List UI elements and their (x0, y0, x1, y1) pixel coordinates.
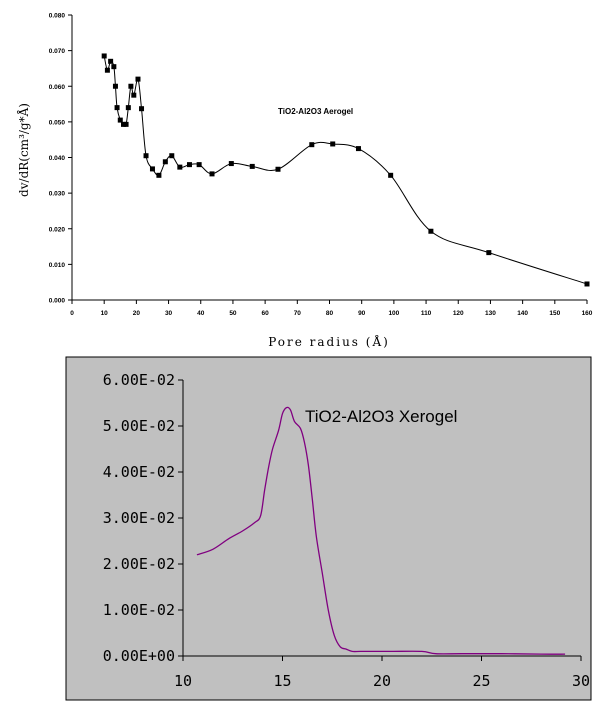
xerogel-series-line (196, 406, 566, 655)
aerogel-annotation: TiO2-Al2O3 Aerogel (278, 107, 353, 116)
aerogel-x-tick-label: 120 (453, 310, 464, 317)
xerogel-plot-area (183, 380, 581, 656)
aerogel-data-point (275, 166, 281, 172)
aerogel-data-point (486, 250, 492, 256)
aerogel-data-point (128, 83, 134, 89)
aerogel-points (101, 53, 590, 287)
aerogel-x-tick-label: 130 (485, 310, 496, 317)
aerogel-data-point (228, 161, 234, 167)
xerogel-y-tick-label: 6.00E-02 (103, 371, 175, 389)
aerogel-data-point (355, 146, 361, 152)
xerogel-x-tick-label: 20 (373, 672, 391, 690)
aerogel-series-line (103, 55, 588, 285)
xerogel-x-tick-label: 30 (572, 672, 590, 690)
aerogel-data-point (388, 172, 394, 178)
aerogel-x-tick-label: 80 (326, 310, 334, 317)
aerogel-data-point (196, 162, 202, 168)
aerogel-x-ticks: 0 10 20 30 40 50 60 70 80 90 100 110 120 130 140 150 160 (70, 300, 593, 317)
aerogel-data-point (108, 58, 114, 64)
aerogel-x-tick-label: 20 (133, 310, 141, 317)
aerogel-data-point (186, 162, 192, 168)
aerogel-x-tick-label: 10 (101, 310, 109, 317)
aerogel-data-point (309, 142, 315, 148)
aerogel-data-point (123, 121, 129, 127)
aerogel-chart: 0.000 0.010 0.020 0.030 0.040 0.050 0.060 0.070… (16, 13, 593, 350)
aerogel-x-tick-label: 100 (388, 310, 399, 317)
xerogel-y-tick-label: 4.00E-02 (103, 463, 175, 481)
aerogel-data-point (111, 64, 117, 70)
aerogel-x-tick-label: 140 (517, 310, 528, 317)
aerogel-data-point (156, 172, 162, 178)
aerogel-x-tick-label: 0 (70, 310, 74, 317)
aerogel-x-tick-label: 40 (197, 310, 205, 317)
aerogel-x-tick-label: 60 (262, 310, 270, 317)
aerogel-data-point (104, 67, 110, 73)
aerogel-data-point (131, 92, 137, 98)
aerogel-data-point (428, 228, 434, 234)
xerogel-y-tick-label: 5.00E-02 (103, 417, 175, 435)
aerogel-data-point (162, 159, 168, 165)
aerogel-y-ticks: 0.000 0.010 0.020 0.030 0.040 0.050 0.060 0.070… (49, 13, 72, 305)
xerogel-x-tick-label: 25 (472, 672, 490, 690)
xerogel-y-tick-label: 0.00E+00 (103, 647, 175, 665)
aerogel-data-point (101, 53, 107, 59)
xerogel-y-tick-label: 2.00E-02 (103, 555, 175, 573)
aerogel-y-tick-label: 0.070 (49, 48, 66, 55)
aerogel-data-point (209, 171, 215, 177)
xerogel-y-tick-label: 1.00E-02 (103, 601, 175, 619)
aerogel-data-point (117, 117, 123, 123)
aerogel-data-point (121, 121, 126, 127)
aerogel-data-point (143, 153, 149, 159)
aerogel-y-axis-label: dv/dR(cm³/g*Å) (16, 103, 31, 197)
aerogel-y-tick-label: 0.040 (49, 155, 66, 162)
aerogel-y-tick-label: 0.080 (49, 13, 66, 20)
aerogel-y-tick-label: 0.060 (49, 84, 66, 91)
aerogel-data-point (249, 163, 255, 169)
aerogel-data-point (169, 153, 175, 159)
aerogel-y-tick-label: 0.030 (49, 191, 66, 198)
aerogel-x-axis-label: Pore radius (Å) (268, 334, 390, 349)
aerogel-data-point (584, 281, 590, 287)
xerogel-x-tick-label: 10 (174, 672, 192, 690)
aerogel-x-tick-label: 160 (582, 310, 593, 317)
aerogel-x-tick-label: 150 (549, 310, 560, 317)
aerogel-data-point (112, 83, 118, 89)
xerogel-y-tick-label: 3.00E-02 (103, 509, 175, 527)
aerogel-data-point (114, 105, 120, 111)
aerogel-y-tick-label: 0.010 (49, 262, 66, 269)
aerogel-data-point (125, 105, 131, 111)
aerogel-y-tick-label: 0.000 (49, 298, 66, 305)
xerogel-chart: 0.00E+00 1.00E-02 2.00E-02 3.00E-02 4.00E-02… (65, 356, 592, 701)
aerogel-x-tick-label: 50 (229, 310, 237, 317)
xerogel-x-tick-label: 15 (273, 672, 291, 690)
aerogel-y-tick-label: 0.050 (49, 119, 66, 126)
aerogel-data-point (149, 166, 155, 172)
aerogel-data-point (135, 76, 141, 82)
aerogel-axes (71, 15, 587, 301)
aerogel-x-tick-label: 70 (294, 310, 302, 317)
aerogel-y-tick-label: 0.020 (49, 226, 66, 233)
aerogel-data-point (177, 164, 183, 170)
xerogel-x-ticks: 10 15 20 25 30 (174, 656, 590, 690)
aerogel-x-tick-label: 110 (421, 310, 432, 317)
xerogel-y-ticks: 0.00E+00 1.00E-02 2.00E-02 3.00E-02 4.00E-02… (103, 371, 183, 665)
aerogel-x-tick-label: 90 (358, 310, 366, 317)
aerogel-data-point (330, 141, 336, 147)
xerogel-annotation: TiO2-Al2O3 Xerogel (305, 407, 457, 426)
aerogel-x-tick-label: 30 (165, 310, 173, 317)
aerogel-data-point (139, 106, 145, 112)
